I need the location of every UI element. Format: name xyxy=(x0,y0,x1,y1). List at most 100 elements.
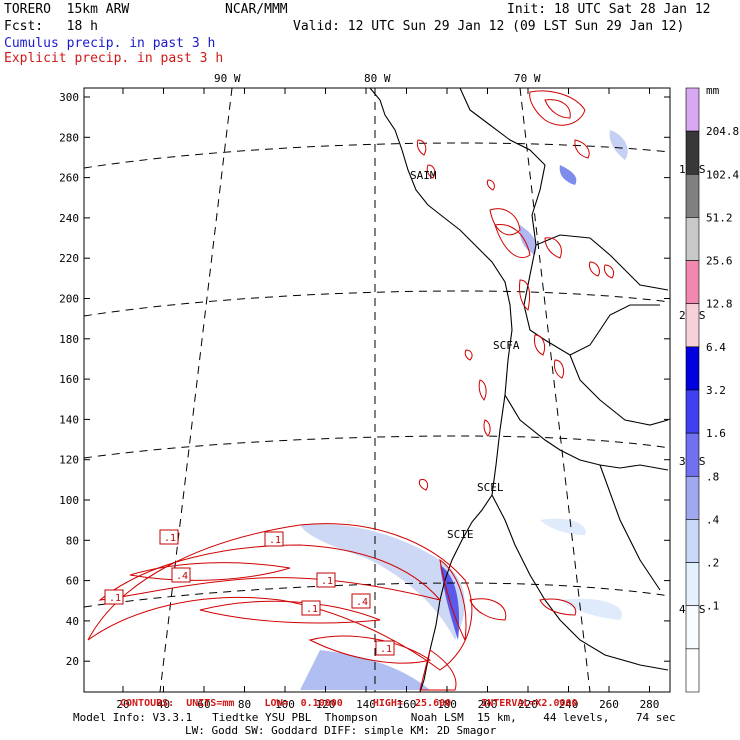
cumulus-legend: Cumulus precip. in past 3 h xyxy=(4,36,216,51)
forecast-hour: Fcst: 18 h xyxy=(4,19,98,34)
longitude-labels: 90 W 80 W 70 W xyxy=(214,72,541,85)
colorbar-unit: mm xyxy=(706,84,720,97)
station-scie: SCIE xyxy=(447,528,474,541)
x-tick-label: 220 xyxy=(518,698,538,711)
station-labels: SAIM SCFA SCEL SCIE xyxy=(410,169,520,541)
y-tick-label: 180 xyxy=(59,333,79,346)
x-tick-label: 160 xyxy=(397,698,417,711)
colorbar-label: 204.8 xyxy=(706,125,739,138)
svg-text:.1: .1 xyxy=(306,604,318,615)
org-label: NCAR/MMM xyxy=(225,2,288,17)
y-tick-label: 60 xyxy=(66,575,79,588)
y-tick-label: 80 xyxy=(66,534,79,547)
y-tick-label: 280 xyxy=(59,131,79,144)
x-tick-label: 20 xyxy=(116,698,129,711)
colorbar-label: 25.6 xyxy=(706,255,733,268)
explicit-precip-contours xyxy=(87,90,615,691)
y-tick-label: 140 xyxy=(59,413,79,426)
colorbar-segment xyxy=(685,303,700,348)
latlon-grid xyxy=(83,87,671,693)
init-time: Init: 18 UTC Sat 28 Jan 12 xyxy=(507,2,711,17)
y-tick-label: 260 xyxy=(59,172,79,185)
colorbar-segment xyxy=(685,519,700,563)
svg-text:.1: .1 xyxy=(164,533,176,544)
colorbar-segment xyxy=(685,346,700,391)
station-scel: SCEL xyxy=(477,481,504,494)
colorbar-segment xyxy=(685,475,700,520)
contour-label: .4 xyxy=(351,593,371,609)
colorbar-segment xyxy=(685,173,700,218)
x-tick-label: 100 xyxy=(275,698,295,711)
x-tick-label: 140 xyxy=(356,698,376,711)
colorbar-label: .1 xyxy=(706,600,719,613)
contour-label: .1 xyxy=(316,572,336,588)
lon-label-70w: 70 W xyxy=(514,72,541,85)
cumulus-precip-shading xyxy=(300,130,628,690)
colorbar-segment xyxy=(685,389,700,434)
model-title: TORERO 15km ARW xyxy=(4,2,130,17)
y-tick-label: 240 xyxy=(59,212,79,225)
colorbar-label: 51.2 xyxy=(706,211,733,224)
svg-text:.4: .4 xyxy=(356,597,368,608)
x-tick-label: 240 xyxy=(559,698,579,711)
station-saim: SAIM xyxy=(410,169,437,182)
contours-info: CONTOURS: UNITS=mm LOW= 0.10000 HIGH= 25… xyxy=(120,698,578,709)
svg-text:.4: .4 xyxy=(176,571,188,582)
y-axis: 300 280 260 240 220 200 180 160 140 120 100 80 60 40 2… xyxy=(59,91,670,668)
contour-labels: .1 .1 .4 .1 .1 .4 .1 .1 xyxy=(104,529,395,656)
contour-label: .1 xyxy=(375,640,395,656)
y-tick-label: 220 xyxy=(59,252,79,265)
y-tick-label: 100 xyxy=(59,494,79,507)
colorbar-segment xyxy=(685,648,700,693)
color-bar: 204.8 102.4 51.2 25.6 12.8 6.4 3.2 1.6 .8 .4 .2 .1 xyxy=(685,87,739,693)
x-tick-label: 60 xyxy=(197,698,210,711)
colorbar-label: .4 xyxy=(706,513,720,526)
contour-label: .1 xyxy=(159,529,179,545)
model-info: Model Info: V3.3.1 Tiedtke YSU PBL Thomp… xyxy=(73,711,676,724)
colorbar-label: 102.4 xyxy=(706,168,739,181)
y-tick-label: 200 xyxy=(59,293,79,306)
station-scfa: SCFA xyxy=(493,339,520,352)
contour-label: .1 xyxy=(104,589,124,605)
colorbar-segment xyxy=(685,562,700,607)
colorbar-segment xyxy=(685,605,700,650)
svg-text:.1: .1 xyxy=(109,593,121,604)
colorbar-label: .8 xyxy=(706,470,719,483)
physics-info: LW: Godd SW: Goddard DIFF: simple KM: 2D… xyxy=(185,724,497,737)
colorbar-segment xyxy=(685,130,700,175)
svg-text:.1: .1 xyxy=(269,535,281,546)
colorbar-segment xyxy=(685,432,700,477)
explicit-legend: Explicit precip. in past 3 h xyxy=(4,51,224,66)
colorbar-segment xyxy=(685,260,700,305)
lon-label-80w: 80 W xyxy=(364,72,391,85)
y-tick-label: 20 xyxy=(66,655,79,668)
x-tick-label: 40 xyxy=(157,698,170,711)
x-tick-label: 80 xyxy=(238,698,251,711)
y-tick-label: 40 xyxy=(66,615,79,628)
svg-text:.1: .1 xyxy=(380,644,392,655)
colorbar-label: .2 xyxy=(706,557,719,570)
x-tick-label: 120 xyxy=(316,698,336,711)
plot-frame xyxy=(83,87,671,693)
contour-label: .1 xyxy=(301,600,321,616)
x-tick-label: 280 xyxy=(640,698,660,711)
colorbar-label: 6.4 xyxy=(706,341,726,354)
x-tick-label: 200 xyxy=(478,698,498,711)
lon-label-90w: 90 W xyxy=(214,72,241,85)
contour-label: .4 xyxy=(171,567,191,583)
colorbar-segment xyxy=(685,87,700,132)
y-tick-label: 300 xyxy=(59,91,79,104)
colorbar-segment xyxy=(685,217,700,261)
y-tick-label: 160 xyxy=(59,373,79,386)
x-tick-label: 260 xyxy=(599,698,619,711)
coastline xyxy=(369,87,669,693)
colorbar-label: 3.2 xyxy=(706,384,726,397)
colorbar-label: 12.8 xyxy=(706,298,733,311)
svg-text:.1: .1 xyxy=(321,576,333,587)
x-tick-label: 180 xyxy=(437,698,457,711)
valid-time: Valid: 12 UTC Sun 29 Jan 12 (09 LST Sun … xyxy=(293,19,685,34)
y-tick-label: 120 xyxy=(59,454,79,467)
colorbar-label: 1.6 xyxy=(706,427,726,440)
contour-label: .1 xyxy=(264,531,284,547)
